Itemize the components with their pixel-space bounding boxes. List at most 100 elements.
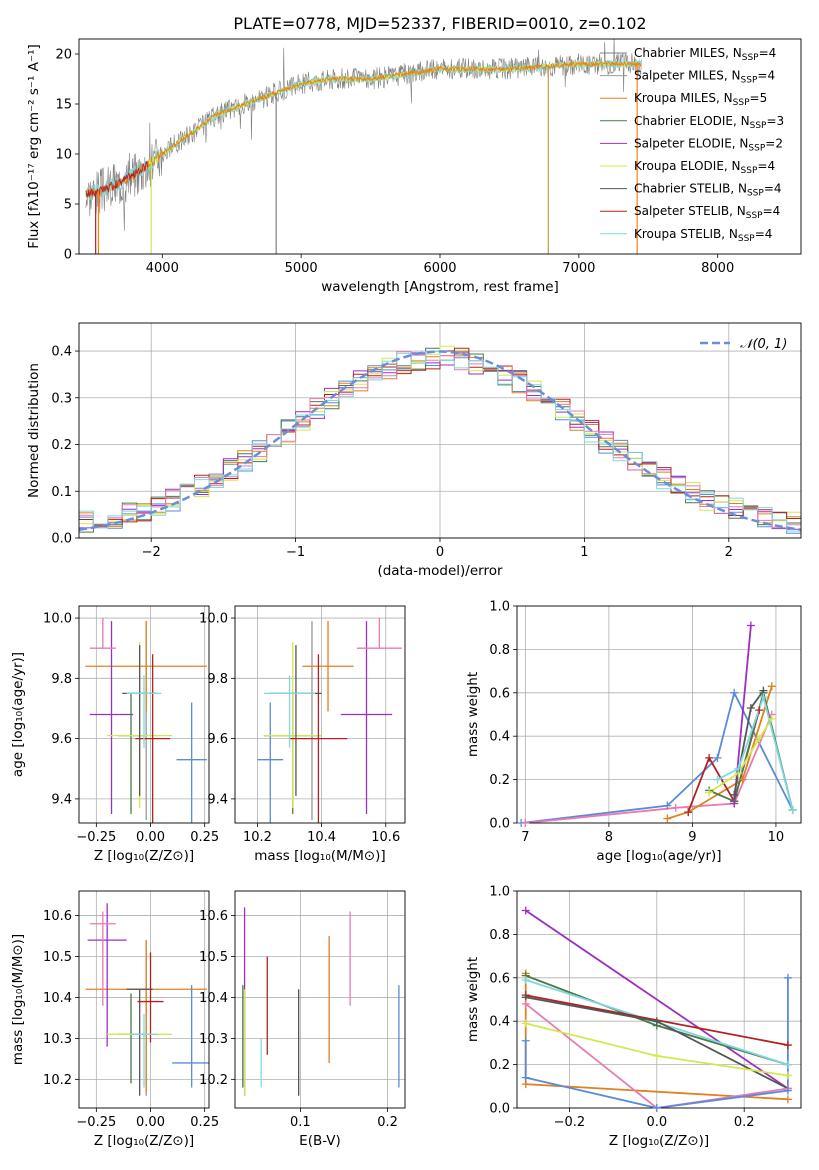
y-tick-label: 0.2 [489, 1058, 510, 1073]
weight-series [524, 977, 789, 1108]
legend-label: Chabrier MILES, NSSP=4 [634, 46, 776, 63]
weight-marker [521, 1036, 530, 1045]
massweight-vs-age-frame [516, 605, 802, 824]
weight-marker [783, 1060, 792, 1069]
errorbar-point [257, 702, 284, 823]
weight-marker [521, 819, 530, 827]
x-tick-label: 6000 [423, 261, 456, 276]
weight-marker [788, 805, 797, 814]
x-axis-label: Z [log₁₀(Z/Z⊙)] [94, 1133, 194, 1149]
legend-label: Kroupa STELIB, NSSP=4 [634, 227, 772, 244]
weight-marker [783, 1095, 792, 1104]
errorbar-point [263, 675, 316, 748]
massweight-vs-z-plot-area [517, 891, 801, 1108]
weight-marker [705, 788, 714, 797]
x-tick-label: 1 [580, 545, 588, 560]
y-tick-label: 9.6 [207, 732, 228, 747]
weight-marker [652, 1017, 661, 1026]
age-vs-z-plot-area [79, 606, 209, 823]
y-tick-label: 9.4 [207, 792, 228, 807]
spectrum-plot-area [85, 39, 642, 254]
y-tick-label: 10.5 [199, 950, 228, 965]
weight-marker [783, 1071, 792, 1080]
y-tick-label: 1.0 [489, 600, 510, 615]
mass-vs-z-axes: −0.25 0.00 0.25 10.2 10.3 10.4 10.5 10.6 Z [log₁… [10, 890, 219, 1149]
mass-vs-ebv-axes: 0.1 0.2 10.2 10.3 10.4 10.5 10.6 E(B-V) [199, 890, 406, 1149]
errorbar-point [89, 618, 116, 649]
weight-marker [684, 808, 693, 817]
errorbar-point [89, 621, 134, 814]
y-axis-label: Flux [fλ10⁻¹⁷ erg cm⁻² s⁻¹ A⁻¹] [26, 44, 42, 249]
y-axis-label: mass weight [465, 672, 481, 757]
x-tick-label: 0.25 [190, 1115, 219, 1130]
y-tick-label: 10.3 [43, 1032, 72, 1047]
mass-vs-z-plot-area [79, 891, 209, 1108]
errorbar-point [126, 988, 153, 1096]
x-tick-label: 4000 [146, 261, 179, 276]
spectrum-axes: 4000 5000 6000 7000 8000 0 5 10 15 20 wavelength [… [26, 38, 802, 295]
y-tick-label: 20 [55, 48, 72, 63]
x-tick-label: 0 [436, 545, 444, 560]
x-tick-label: −2 [142, 545, 161, 560]
y-tick-label: 10.6 [199, 909, 228, 924]
y-tick-label: 0.8 [489, 928, 510, 943]
weight-marker [663, 814, 672, 823]
x-axis-label: wavelength [Angstrom, rest frame] [321, 279, 559, 295]
weight-series [667, 686, 773, 820]
x-tick-label: 0.0 [646, 1115, 667, 1130]
x-tick-label: 0.2 [377, 1115, 398, 1130]
spectrum-frame [78, 38, 802, 255]
weight-marker [713, 753, 722, 762]
weight-marker [767, 682, 776, 691]
y-axis-label: age [log₁₀(age/yr)] [10, 652, 26, 777]
mass-vs-z-frame [78, 890, 210, 1109]
legend-label: Salpeter ELODIE, NSSP=2 [634, 136, 783, 153]
errorbar-point [289, 654, 348, 823]
weight-marker [746, 621, 755, 630]
legend-label: Kroupa MILES, NSSP=5 [634, 91, 767, 108]
weight-series [525, 909, 789, 1090]
spectrum-line [85, 60, 642, 199]
weight-marker [783, 1086, 792, 1095]
legend-label: Kroupa ELODIE, NSSP=4 [634, 159, 775, 176]
y-tick-label: 15 [55, 98, 72, 113]
weight-marker [521, 906, 530, 915]
y-tick-label: 0.3 [51, 391, 72, 406]
y-axis-label: mass weight [465, 957, 481, 1042]
histogram-series [79, 351, 801, 532]
weight-marker [783, 973, 792, 982]
x-tick-label: −1 [286, 545, 305, 560]
y-tick-label: 0.6 [489, 686, 510, 701]
weight-marker [713, 775, 722, 784]
errorbar-point [263, 642, 322, 808]
x-tick-label: 0.2 [734, 1115, 755, 1130]
y-tick-label: 0.2 [51, 438, 72, 453]
weight-series [521, 690, 794, 823]
weight-series [708, 718, 773, 794]
legend-label: 𝒩(0, 1) [740, 337, 787, 352]
y-axis-label: Normed distribution [26, 363, 42, 498]
weight-marker [521, 1019, 530, 1028]
legend-label: Chabrier ELODIE, NSSP=3 [634, 114, 784, 131]
errorbar-point [137, 952, 164, 1043]
x-tick-label: 0.00 [136, 1115, 165, 1130]
x-tick-label: −0.25 [76, 1115, 116, 1130]
errorbar-point [302, 621, 354, 712]
x-tick-label: 2 [725, 545, 733, 560]
y-tick-label: 10.0 [199, 612, 228, 627]
errorbar-point [172, 985, 209, 1088]
weight-series [525, 1003, 789, 1108]
y-tick-label: 10 [55, 148, 72, 163]
weight-marker [705, 753, 714, 762]
y-tick-label: 0.4 [489, 730, 510, 745]
weight-marker [730, 799, 739, 808]
y-tick-label: 9.4 [51, 792, 72, 807]
y-tick-label: 0.4 [489, 1015, 510, 1030]
y-tick-label: 1.0 [489, 885, 510, 900]
weight-marker [663, 801, 672, 810]
y-tick-label: 0.8 [489, 643, 510, 658]
weight-marker [521, 1073, 530, 1082]
y-tick-label: 0.0 [489, 817, 510, 832]
errorbar-point [270, 645, 322, 796]
age-vs-mass-plot-area [235, 606, 405, 823]
